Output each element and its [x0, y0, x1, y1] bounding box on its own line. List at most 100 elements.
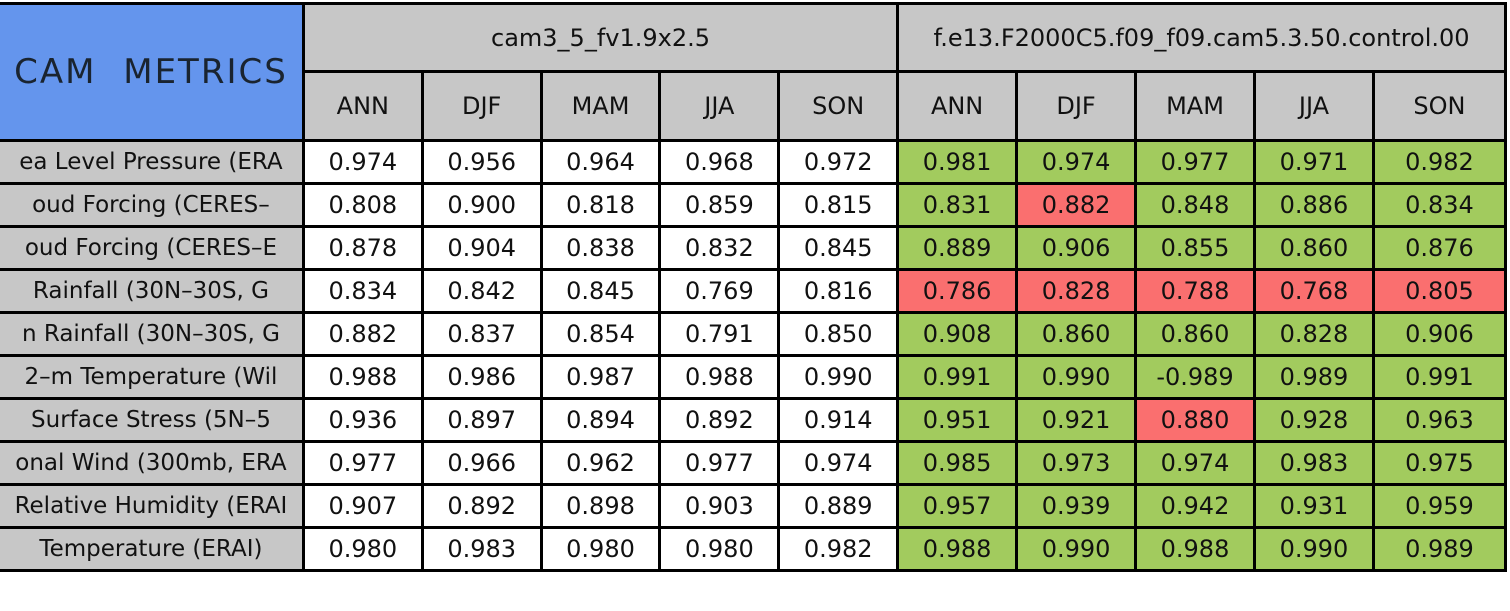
metric-value-cell-right: 0.974 — [1015, 139, 1138, 185]
metric-value-cell-left: 0.894 — [539, 397, 662, 443]
metric-value-cell-right: 0.951 — [896, 397, 1019, 443]
metric-value-cell-left: 0.898 — [539, 483, 662, 529]
row-label: Surface Stress (5N–5 — [0, 397, 305, 443]
metric-value-cell-right: 0.971 — [1252, 139, 1375, 185]
metric-value-cell-right: 0.908 — [896, 311, 1019, 357]
season-header-left-ann: ANN — [301, 70, 424, 142]
metric-value-cell-left: 0.974 — [777, 440, 900, 486]
metric-value-cell-right: 0.876 — [1371, 225, 1508, 271]
model-header-left: cam3_5_fv1.9x2.5 — [301, 2, 900, 73]
metric-value-cell-right: 0.931 — [1252, 483, 1375, 529]
metric-value-cell-left: 0.903 — [658, 483, 781, 529]
metric-value-cell-left: 0.850 — [777, 311, 900, 357]
metric-value-cell-right: 0.788 — [1134, 268, 1256, 314]
metric-value-cell-right: 0.886 — [1252, 182, 1375, 228]
metric-value-cell-right: 0.882 — [1015, 182, 1138, 228]
metric-value-cell-left: 0.980 — [658, 526, 781, 572]
metric-value-cell-left: 0.983 — [420, 526, 543, 572]
metric-value-cell-left: 0.878 — [301, 225, 424, 271]
metric-value-cell-left: 0.845 — [539, 268, 662, 314]
season-header-right-ann: ANN — [896, 70, 1019, 142]
metric-value-cell-left: 0.897 — [420, 397, 543, 443]
table-row: Relative Humidity (ERAI 0.907 0.892 0.898 0.… — [0, 483, 1508, 529]
metric-value-cell-right: 0.906 — [1371, 311, 1508, 357]
row-label: onal Wind (300mb, ERA — [0, 440, 305, 486]
metric-value-cell-left: 0.791 — [658, 311, 781, 357]
table-row: onal Wind (300mb, ERA 0.977 0.966 0.962 0.97… — [0, 440, 1508, 486]
metric-value-cell-right: 0.989 — [1252, 354, 1375, 400]
metric-value-cell-right: 0.991 — [896, 354, 1019, 400]
season-header-right-mam: MAM — [1134, 70, 1256, 142]
season-header-row: ANN DJF MAM JJA SON ANN DJF MAM JJA SON — [0, 70, 1508, 142]
table-row: Rainfall (30N–30S, G 0.834 0.842 0.845 0.769… — [0, 268, 1508, 314]
metric-value-cell-right: 0.990 — [1015, 526, 1138, 572]
metric-value-cell-right: 0.957 — [896, 483, 1019, 529]
metric-value-cell-right: 0.906 — [1015, 225, 1138, 271]
metric-value-cell-left: 0.966 — [420, 440, 543, 486]
season-header-right-jja: JJA — [1252, 70, 1375, 142]
metric-value-cell-left: 0.956 — [420, 139, 543, 185]
metric-value-cell-right: 0.990 — [1015, 354, 1138, 400]
metric-value-cell-left: 0.987 — [539, 354, 662, 400]
metric-value-cell-right: 0.805 — [1371, 268, 1508, 314]
row-label: Temperature (ERAI) — [0, 526, 305, 572]
metric-value-cell-left: 0.837 — [420, 311, 543, 357]
metric-value-cell-right: 0.982 — [1371, 139, 1508, 185]
metric-value-cell-left: 0.889 — [777, 483, 900, 529]
cam-metrics-table: CAM METRICS cam3_5_fv1.9x2.5 f.e13.F2000… — [0, 2, 1508, 572]
metric-value-cell-right: 0.973 — [1015, 440, 1138, 486]
metric-value-cell-left: 0.816 — [777, 268, 900, 314]
metric-value-cell-left: 0.980 — [539, 526, 662, 572]
metric-value-cell-right: 0.860 — [1134, 311, 1256, 357]
table-title-cell: CAM METRICS — [0, 2, 305, 142]
metric-value-cell-left: 0.964 — [539, 139, 662, 185]
table-row: Temperature (ERAI) 0.980 0.983 0.980 0.980 0.… — [0, 526, 1508, 572]
metric-value-cell-right: 0.889 — [896, 225, 1019, 271]
season-header-right-son: SON — [1371, 70, 1508, 142]
metric-value-cell-left: 0.818 — [539, 182, 662, 228]
metric-value-cell-right: 0.831 — [896, 182, 1019, 228]
metric-value-cell-right: 0.985 — [896, 440, 1019, 486]
metric-value-cell-left: 0.907 — [301, 483, 424, 529]
model-header-row: CAM METRICS cam3_5_fv1.9x2.5 f.e13.F2000… — [0, 2, 1507, 142]
metric-value-cell-right: 0.786 — [896, 268, 1019, 314]
metric-value-cell-right: 0.975 — [1371, 440, 1508, 486]
table-row: n Rainfall (30N–30S, G 0.882 0.837 0.854 0.7… — [0, 311, 1508, 357]
table-row: Surface Stress (5N–5 0.936 0.897 0.894 0.892… — [0, 397, 1508, 443]
metric-value-cell-left: 0.859 — [658, 182, 781, 228]
metric-value-cell-left: 0.988 — [658, 354, 781, 400]
metric-value-cell-right: 0.977 — [1134, 139, 1256, 185]
metric-value-cell-left: 0.845 — [777, 225, 900, 271]
metric-value-cell-left: 0.842 — [420, 268, 543, 314]
metric-value-cell-left: 0.892 — [658, 397, 781, 443]
metric-value-cell-left: 0.900 — [420, 182, 543, 228]
table-row: oud Forcing (CERES–E 0.878 0.904 0.838 0.832… — [0, 225, 1508, 271]
metric-value-cell-right: 0.959 — [1371, 483, 1508, 529]
metric-value-cell-left: 0.904 — [420, 225, 543, 271]
metric-value-cell-left: 0.832 — [658, 225, 781, 271]
metric-value-cell-left: 0.968 — [658, 139, 781, 185]
row-label: ea Level Pressure (ERA — [0, 139, 305, 185]
metric-value-cell-left: 0.882 — [301, 311, 424, 357]
metric-value-cell-right: 0.988 — [1134, 526, 1256, 572]
metric-value-cell-right: 0.828 — [1015, 268, 1138, 314]
metric-value-cell-right: -0.989 — [1134, 354, 1256, 400]
metric-value-cell-left: 0.838 — [539, 225, 662, 271]
metric-value-cell-right: 0.989 — [1371, 526, 1508, 572]
metric-value-cell-left: 0.977 — [301, 440, 424, 486]
season-header-left-mam: MAM — [539, 70, 662, 142]
metric-value-cell-left: 0.980 — [301, 526, 424, 572]
metric-value-cell-right: 0.921 — [1015, 397, 1138, 443]
metric-value-cell-right: 0.928 — [1252, 397, 1375, 443]
metric-value-cell-right: 0.981 — [896, 139, 1019, 185]
metric-value-cell-left: 0.972 — [777, 139, 900, 185]
season-header-right-djf: DJF — [1015, 70, 1138, 142]
metric-value-cell-right: 0.834 — [1371, 182, 1508, 228]
model-header-right: f.e13.F2000C5.f09_f09.cam5.3.50.control.… — [896, 2, 1507, 73]
metric-value-cell-left: 0.769 — [658, 268, 781, 314]
metric-value-cell-right: 0.974 — [1134, 440, 1256, 486]
metric-value-cell-left: 0.834 — [301, 268, 424, 314]
row-label: Relative Humidity (ERAI — [0, 483, 305, 529]
table-row: oud Forcing (CERES– 0.808 0.900 0.818 0.859 0… — [0, 182, 1508, 228]
